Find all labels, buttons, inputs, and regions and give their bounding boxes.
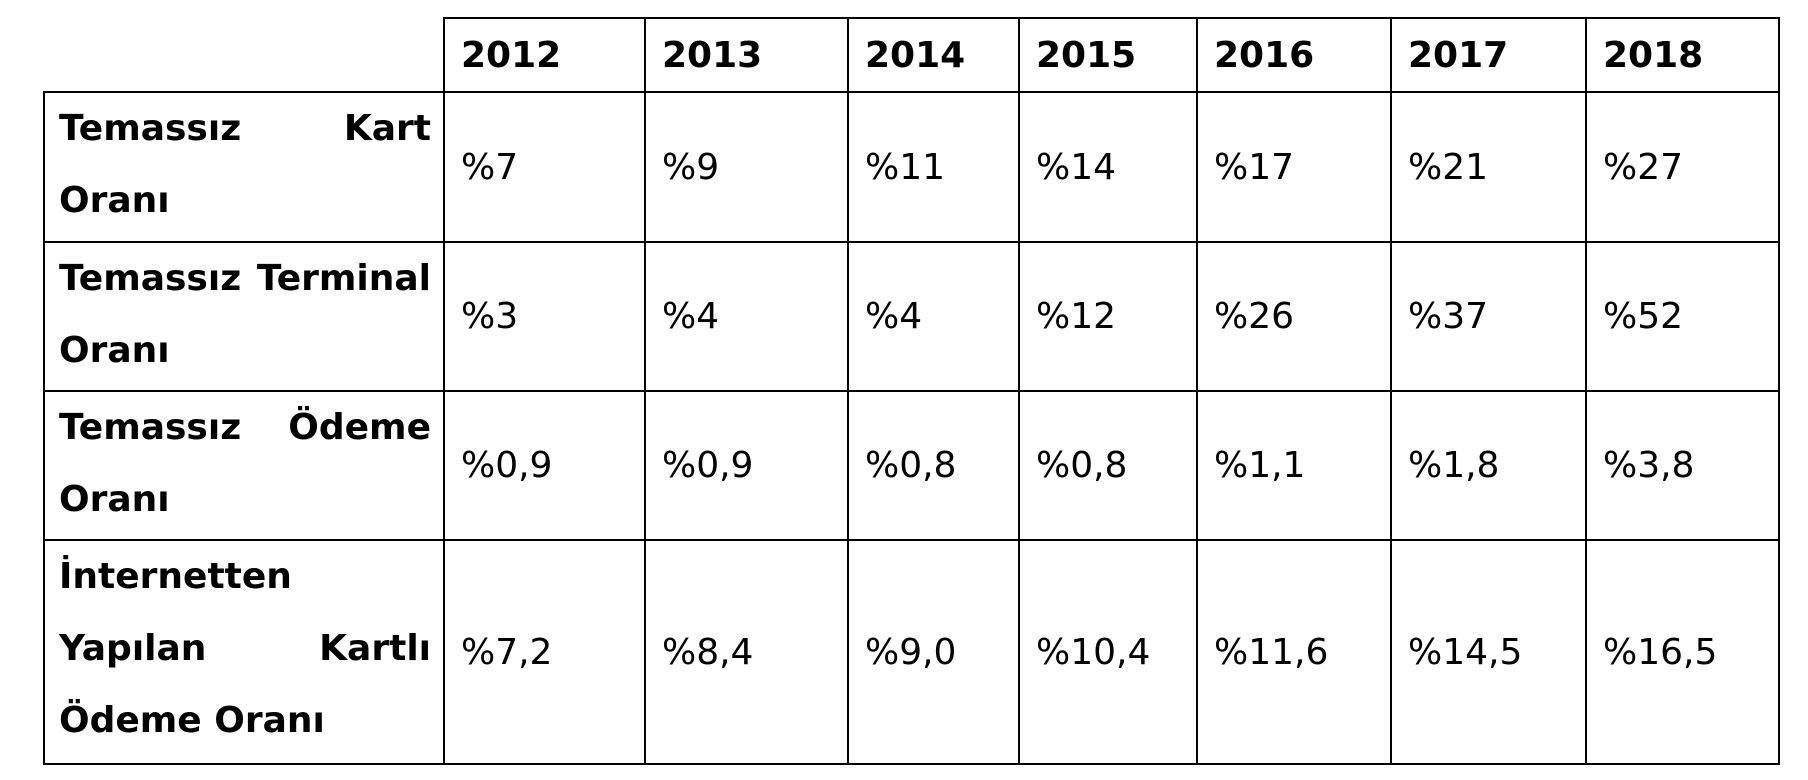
table-row: Temassız Ödeme Oranı %0,9 %0,9 %0,8 %0,8 %1,1…: [43, 390, 1780, 541]
table-row: İnternetten Yapılan Kartlı Ödeme Oranı %7…: [43, 539, 1780, 765]
value-cell: %17: [1196, 91, 1392, 243]
value-cell: %9,0: [847, 539, 1020, 765]
value-cell: %26: [1196, 241, 1392, 392]
value-cell: %4: [644, 241, 849, 392]
value-cell: %3,8: [1585, 390, 1780, 541]
value-cell: %11: [847, 91, 1020, 243]
column-header: 2017: [1390, 17, 1587, 93]
row-label: İnternetten Yapılan Kartlı Ödeme Oranı: [43, 539, 445, 765]
value-cell: %1,8: [1390, 390, 1587, 541]
value-cell: %9: [644, 91, 849, 243]
value-cell: %1,1: [1196, 390, 1392, 541]
corner-cell: [44, 18, 445, 93]
column-header: 2013: [644, 17, 849, 93]
row-label: Temassız Kart Oranı: [43, 91, 445, 243]
column-header: 2016: [1196, 17, 1392, 93]
value-cell: %0,8: [1018, 390, 1198, 541]
value-cell: %10,4: [1018, 539, 1198, 765]
value-cell: %8,4: [644, 539, 849, 765]
column-header: 2015: [1018, 17, 1198, 93]
column-header: 2018: [1585, 17, 1780, 93]
value-cell: %0,9: [443, 390, 646, 541]
value-cell: %52: [1585, 241, 1780, 392]
column-header: 2012: [443, 17, 646, 93]
data-table: 2012 2013 2014 2015 2016 2017 2018 Temassız Ka…: [43, 17, 1780, 765]
value-cell: %14: [1018, 91, 1198, 243]
column-header: 2014: [847, 17, 1020, 93]
value-cell: %7: [443, 91, 646, 243]
value-cell: %11,6: [1196, 539, 1392, 765]
value-cell: %3: [443, 241, 646, 392]
value-cell: %27: [1585, 91, 1780, 243]
value-cell: %16,5: [1585, 539, 1780, 765]
value-cell: %7,2: [443, 539, 646, 765]
row-label: Temassız Ödeme Oranı: [43, 390, 445, 541]
table-body: Temassız Kart Oranı %7 %9 %11 %14 %17 %21 %27 Te…: [43, 91, 1780, 765]
row-label: Temassız Terminal Oranı: [43, 241, 445, 392]
value-cell: %4: [847, 241, 1020, 392]
table-row: Temassız Kart Oranı %7 %9 %11 %14 %17 %21 %27: [43, 91, 1780, 243]
value-cell: %14,5: [1390, 539, 1587, 765]
value-cell: %12: [1018, 241, 1198, 392]
table-row: Temassız Terminal Oranı %3 %4 %4 %12 %26 %37 %5…: [43, 241, 1780, 392]
header-row: 2012 2013 2014 2015 2016 2017 2018: [44, 17, 1780, 93]
value-cell: %0,8: [847, 390, 1020, 541]
value-cell: %0,9: [644, 390, 849, 541]
value-cell: %21: [1390, 91, 1587, 243]
value-cell: %37: [1390, 241, 1587, 392]
